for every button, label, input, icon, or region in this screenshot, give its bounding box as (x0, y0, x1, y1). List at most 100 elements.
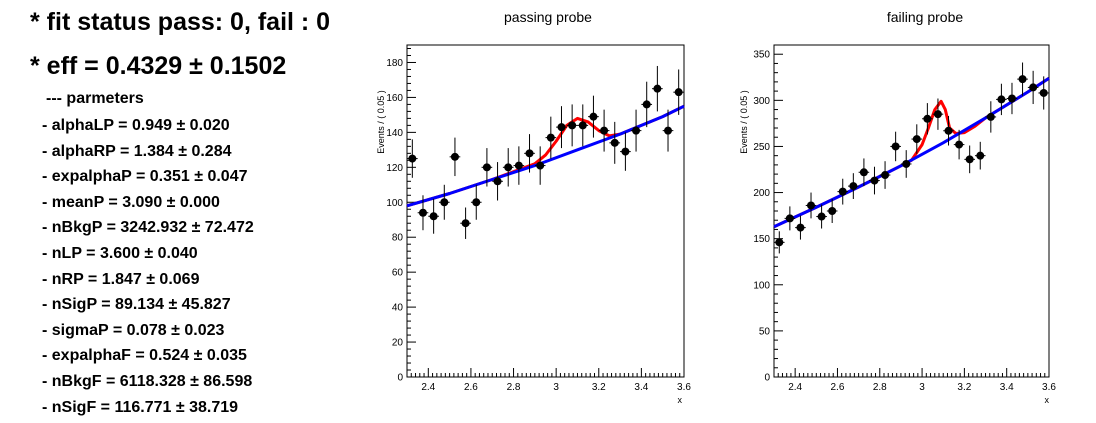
x-axis-title: x (678, 395, 683, 405)
y-tick-label: 300 (753, 96, 770, 107)
data-point (589, 112, 598, 121)
data-point (838, 187, 847, 196)
data-point (944, 126, 953, 135)
data-point (578, 121, 587, 130)
parameters-title: --- parmeters (46, 90, 144, 107)
efficiency-text: * eff = 0.4329 ± 0.1502 (30, 52, 287, 80)
y-tick-label: 40 (392, 303, 404, 314)
plot-frame (406, 44, 685, 378)
data-point (525, 149, 534, 158)
parameter-item: - nBkgP = 3242.932 ± 72.472 (42, 219, 254, 237)
data-point (461, 219, 470, 228)
y-tick-label: 140 (386, 128, 403, 139)
parameter-item: - meanP = 3.090 ± 0.000 (42, 193, 220, 211)
data-point (674, 88, 683, 97)
parameter-item: - nSigP = 89.134 ± 45.827 (42, 296, 231, 314)
y-tick-label: 100 (386, 198, 403, 209)
data-point (955, 140, 964, 149)
x-tick-label: 3.6 (1042, 382, 1056, 393)
x-tick-label: 2.8 (507, 382, 521, 393)
data-point (902, 159, 911, 168)
data-point (472, 198, 481, 207)
data-point (610, 138, 619, 147)
data-point (600, 126, 609, 135)
y-tick-label: 120 (386, 163, 403, 174)
background-fit-curve (406, 104, 685, 208)
data-point (870, 176, 879, 185)
x-tick-label: 3 (919, 382, 925, 393)
parameter-list: - alphaLP = 0.949 ± 0.020 - alphaRP = 1.… (42, 116, 254, 423)
data-point (504, 163, 513, 172)
data-point (891, 142, 900, 151)
data-point (828, 207, 837, 215)
data-point (933, 110, 942, 119)
x-tick-label: 3.2 (592, 382, 606, 393)
data-point (796, 223, 805, 232)
x-axis-title: x (1045, 395, 1050, 405)
y-tick-label: 180 (386, 58, 403, 69)
parameter-item: - alphaLP = 0.949 ± 0.020 (42, 117, 230, 134)
x-tick-label: 2.4 (421, 382, 435, 393)
parameter-item: - nBkgF = 6118.328 ± 86.598 (42, 372, 253, 390)
x-tick-label: 3 (553, 382, 559, 393)
data-point (568, 121, 577, 130)
data-point (546, 133, 555, 142)
y-tick-label: 80 (392, 233, 404, 244)
y-tick-label: 20 (392, 338, 404, 349)
y-tick-label: 0 (397, 373, 403, 384)
fit-summary-panel: * fit status pass: 0, fail : 0 * eff = 0… (0, 0, 360, 422)
data-point (849, 182, 858, 191)
data-point (1039, 88, 1048, 97)
chart-title: passing probe (504, 9, 592, 25)
y-tick-label: 350 (753, 50, 770, 61)
data-point (418, 208, 427, 217)
y-tick-label: 100 (753, 280, 770, 291)
fit-status-text: * fit status pass: 0, fail : 0 (30, 8, 331, 36)
parameter-item: - alphaRP = 1.384 ± 0.284 (42, 142, 232, 160)
data-point (986, 112, 995, 121)
y-axis-title: Events / ( 0.05 ) (376, 90, 386, 154)
data-point (1018, 75, 1027, 84)
data-point (817, 212, 826, 221)
data-point (965, 155, 974, 164)
total-fit-curve (406, 104, 685, 208)
data-point (653, 84, 662, 93)
parameter-item: - expalphaP = 0.351 ± 0.047 (42, 168, 248, 186)
x-tick-label: 2.6 (831, 382, 845, 393)
x-tick-label: 3.6 (677, 382, 691, 393)
data-point (1029, 83, 1038, 92)
data-point (440, 198, 449, 207)
data-point (859, 168, 868, 177)
data-point (429, 212, 438, 221)
y-tick-label: 60 (392, 268, 404, 279)
y-axis-title: Events / ( 0.05 ) (739, 90, 749, 154)
plot-area-border (773, 44, 1050, 378)
background-fit-curve (773, 76, 1050, 229)
data-point (664, 126, 673, 135)
data-point (923, 114, 932, 123)
data-point (408, 154, 417, 163)
plot-area-border (406, 44, 685, 378)
data-point (450, 152, 459, 161)
y-tick-label: 250 (753, 142, 770, 153)
passing-probe-chart: passing probe Events / ( 0.05 ) x 2.4 2.6… (376, 9, 691, 405)
data-point (514, 161, 523, 170)
x-tick-label: 3.4 (634, 382, 648, 393)
data-point (632, 126, 641, 135)
data-point (536, 161, 545, 170)
data-point (976, 151, 985, 160)
y-tick-label: 0 (764, 373, 770, 384)
data-point (997, 95, 1006, 104)
data-point (775, 238, 784, 247)
x-tick-label: 2.8 (873, 382, 887, 393)
x-tick-label: 2.6 (464, 382, 478, 393)
data-point (785, 214, 794, 223)
y-tick-label: 160 (386, 93, 403, 104)
parameter-item: - nRP = 1.847 ± 0.069 (42, 270, 200, 288)
x-tick-label: 2.4 (788, 382, 802, 393)
data-point (482, 163, 491, 172)
x-tick-label: 3.2 (957, 382, 971, 393)
data-point (881, 171, 890, 180)
parameter-item: - nLP = 3.600 ± 0.040 (42, 244, 198, 262)
chart-title: failing probe (887, 9, 963, 25)
